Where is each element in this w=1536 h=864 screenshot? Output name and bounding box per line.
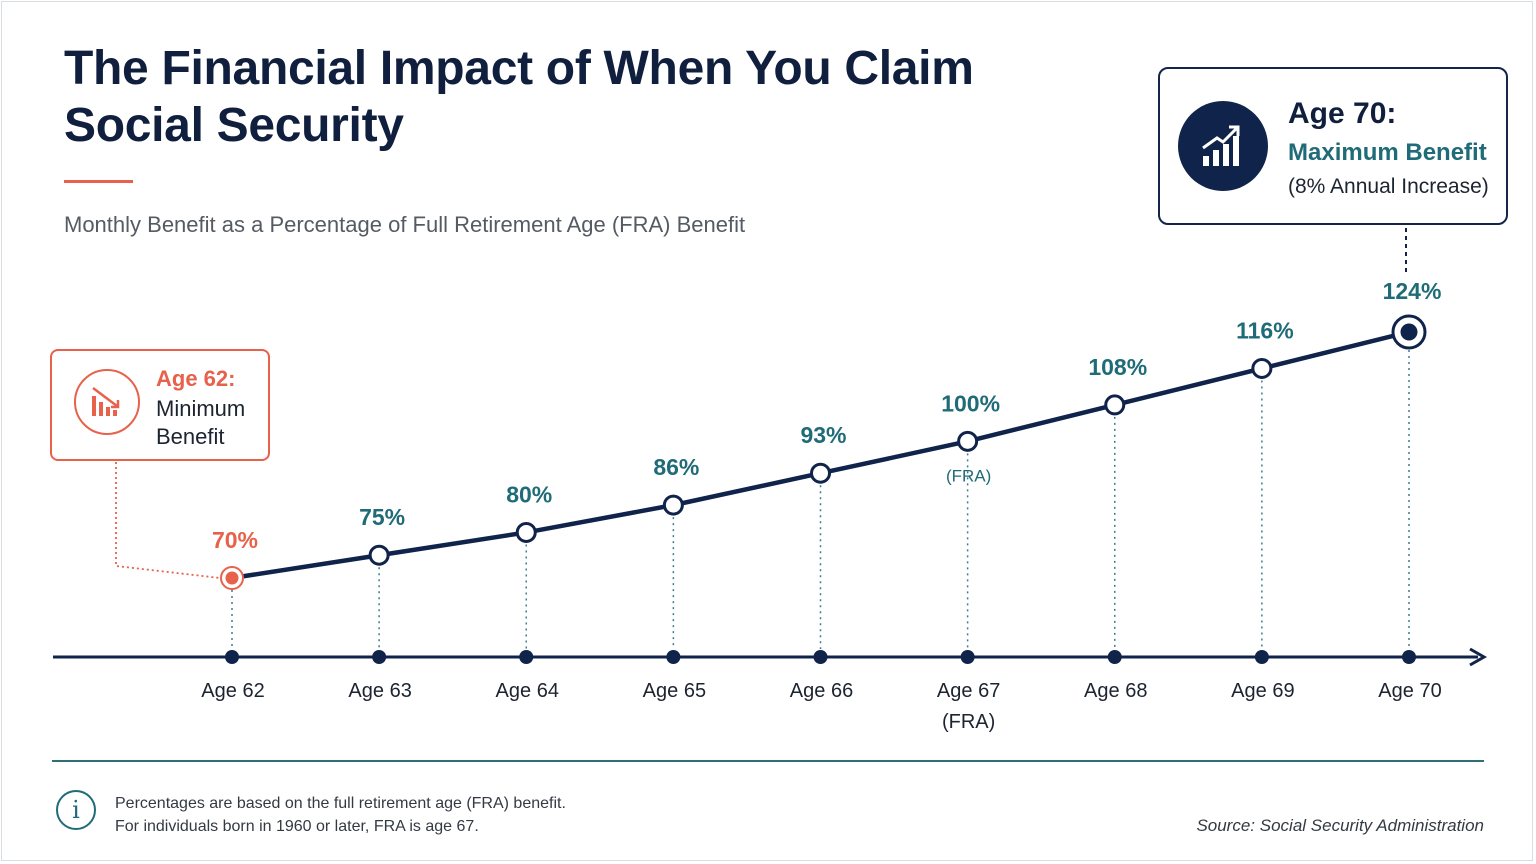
data-label: 93% (800, 422, 846, 448)
x-tick-label: Age 62 (201, 680, 264, 702)
minimum-benefit-callout: Age 62: Minimum Benefit (50, 349, 270, 461)
x-tick-label: Age 63 (348, 680, 411, 702)
data-label: 124% (1383, 278, 1442, 304)
x-tick-label: Age 64 (496, 680, 559, 702)
data-point (662, 494, 684, 516)
axis-tick-dot (225, 650, 239, 664)
data-point (957, 430, 979, 452)
chart-subtitle: Monthly Benefit as a Percentage of Full … (64, 212, 746, 237)
x-tick-label: Age 67 (937, 680, 1000, 702)
minimum-callout-title: Age 62: (156, 366, 236, 391)
x-axis-arrow (1469, 647, 1488, 667)
axis-tick-dot (960, 650, 975, 664)
maximum-callout-title: Age 70: (1288, 97, 1397, 130)
x-tick-label: Age 65 (643, 680, 706, 702)
axis-tick-dot (1402, 650, 1416, 664)
axis-tick-dot (813, 650, 828, 664)
x-tick-sublabel: (FRA) (942, 711, 995, 733)
data-label: 100% (941, 390, 1000, 416)
axis-tick-dot (372, 650, 387, 664)
data-point-max-core (1400, 323, 1418, 341)
minimum-callout-line2: Minimum (156, 396, 246, 421)
footer-note-line2: For individuals born in 1960 or later, F… (115, 818, 479, 835)
footer-note-line1: Percentages are based on the full retire… (115, 795, 566, 812)
footer-divider (52, 760, 1484, 762)
data-label: 70% (212, 527, 258, 553)
data-label: 116% (1236, 317, 1294, 343)
minimum-callout-connector (115, 462, 221, 579)
data-point-min-core (225, 571, 239, 585)
page-title: The Financial Impact of When You Claim S… (64, 42, 974, 152)
data-point (1251, 357, 1273, 379)
decline-chart-icon (74, 369, 140, 435)
data-point (368, 544, 390, 566)
footer-note: Percentages are based on the full retire… (115, 792, 566, 838)
data-label: 75% (359, 504, 405, 530)
x-tick-label: Age 66 (790, 680, 853, 702)
axis-tick-dot (1254, 650, 1269, 664)
maximum-callout-subtitle: Maximum Benefit (1288, 139, 1487, 166)
x-tick-label: Age 68 (1084, 680, 1147, 702)
data-label: 80% (506, 481, 552, 507)
growth-chart-icon (1178, 101, 1268, 191)
title-accent-line (64, 180, 133, 183)
data-point (515, 521, 537, 543)
data-label: 86% (653, 454, 699, 480)
minimum-callout-line3: Benefit (156, 424, 225, 449)
x-tick-label: Age 69 (1231, 680, 1294, 702)
maximum-callout-note: (8% Annual Increase) (1288, 175, 1489, 198)
data-label: 108% (1088, 354, 1147, 380)
maximum-benefit-callout: Age 70: Maximum Benefit (8% Annual Incre… (1158, 67, 1508, 225)
data-point (810, 462, 831, 484)
x-tick-label: Age 70 (1378, 680, 1441, 702)
axis-tick-dot (666, 650, 681, 664)
axis-tick-dot (1107, 650, 1122, 664)
source-credit: Source: Social Security Administration (1196, 816, 1484, 835)
point-annotation: (FRA) (946, 466, 991, 485)
data-point (1104, 394, 1126, 416)
info-icon: i (56, 790, 96, 830)
axis-tick-dot (519, 650, 534, 664)
